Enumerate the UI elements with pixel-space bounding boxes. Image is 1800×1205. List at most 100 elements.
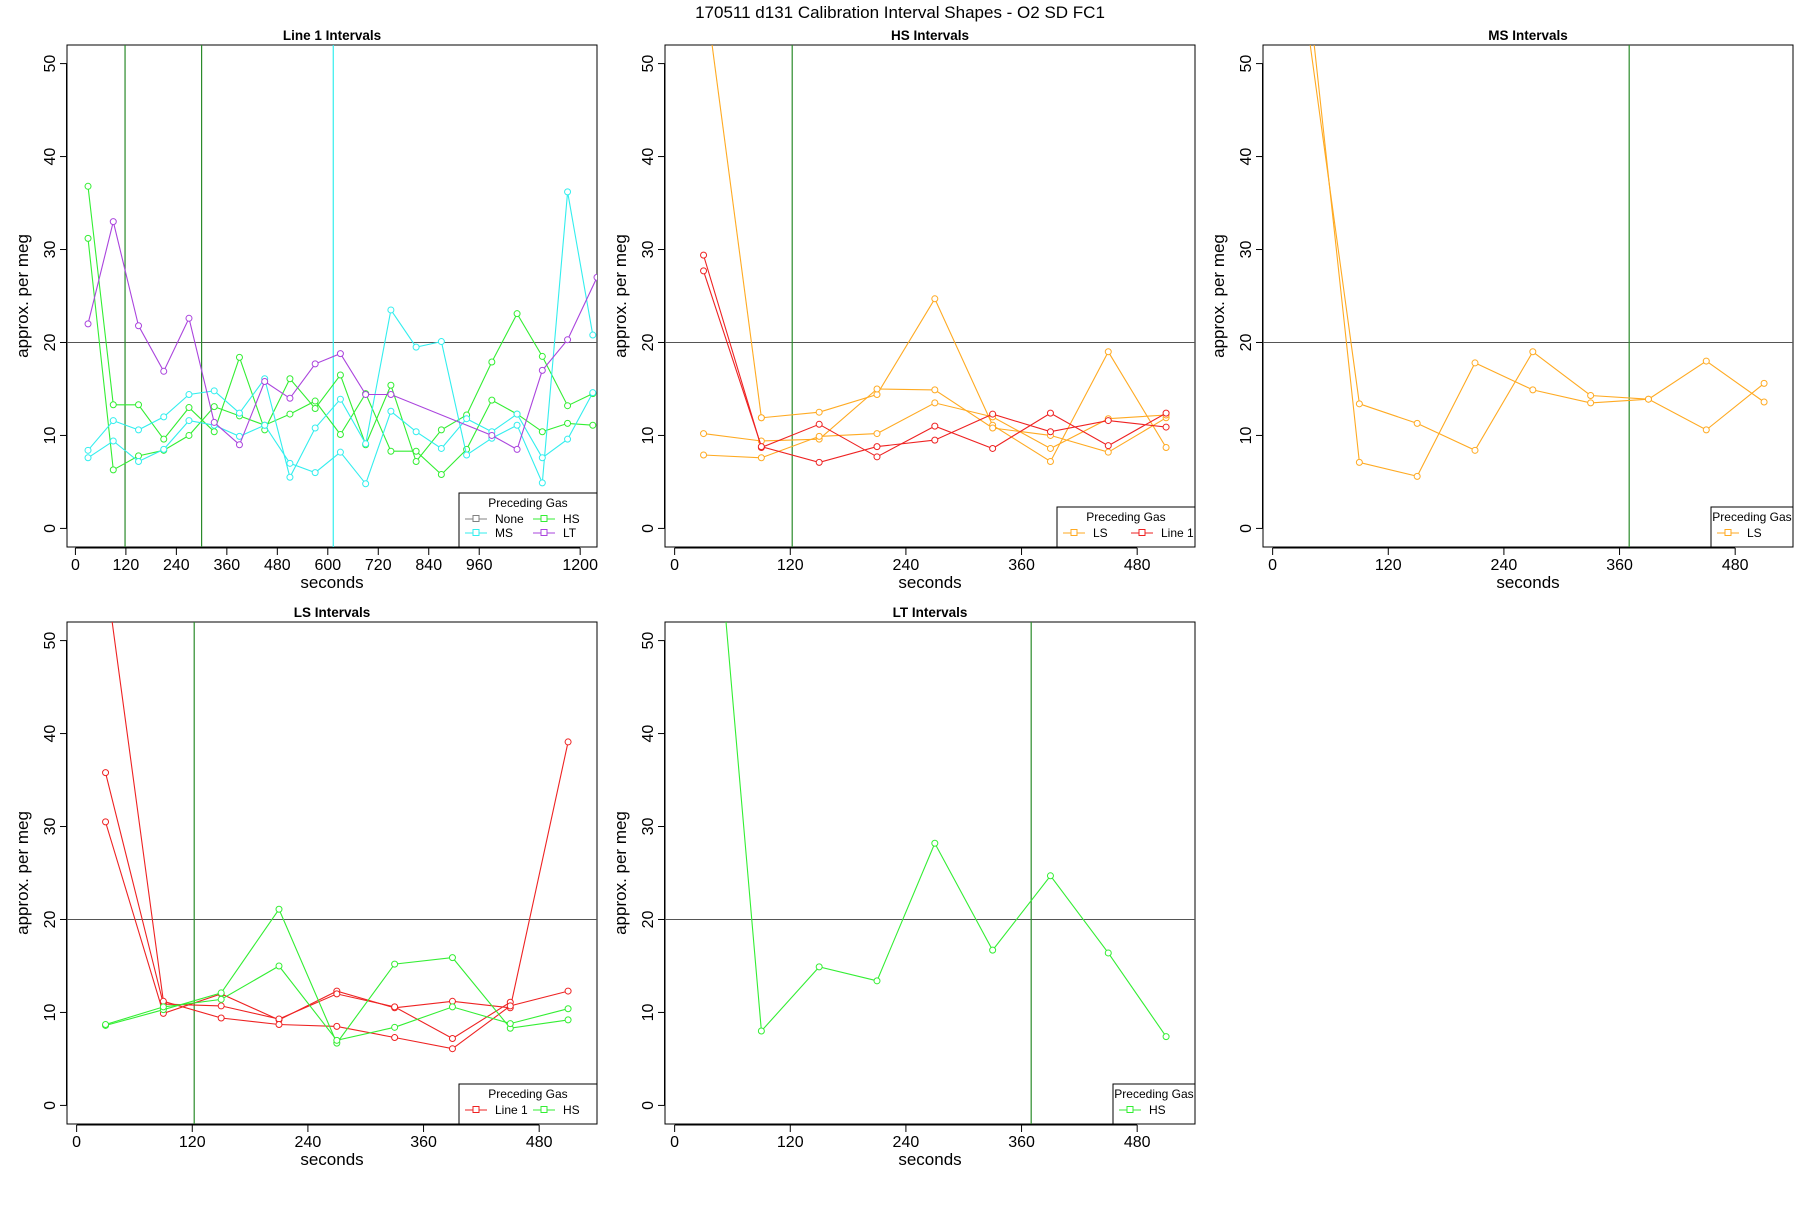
legend-marker	[1138, 529, 1146, 536]
plot-frame	[66, 44, 598, 548]
y-tick-label: 20	[1238, 333, 1255, 351]
panel-title: LS Intervals	[294, 605, 371, 620]
data-point	[1104, 442, 1112, 450]
data-point	[412, 457, 420, 465]
series-line-ls	[1309, 45, 1765, 452]
data-point	[217, 1014, 225, 1022]
legend-entry-label: None	[495, 512, 524, 526]
y-tick-label: 20	[42, 910, 59, 928]
data-point	[261, 421, 269, 429]
legend-marker	[540, 515, 548, 522]
data-point	[159, 1003, 167, 1011]
data-point	[701, 359, 707, 365]
panel-title: Line 1 Intervals	[283, 28, 381, 43]
x-tick-label: 960	[466, 557, 493, 574]
data-point	[437, 444, 445, 452]
x-tick-label: 0	[72, 1134, 81, 1151]
legend-marker	[540, 529, 548, 536]
y-tick-label: 0	[42, 1101, 59, 1110]
data-point	[217, 995, 225, 1003]
x-tick-label: 0	[670, 1134, 679, 1151]
y-tick-label: 10	[640, 1003, 657, 1021]
data-point	[1587, 391, 1595, 399]
data-point	[757, 454, 765, 462]
data-point	[1046, 457, 1054, 465]
x-tick-label: 600	[314, 557, 341, 574]
data-point	[448, 1034, 456, 1042]
data-point	[488, 396, 496, 404]
data-point	[1529, 348, 1537, 356]
legend-marker	[472, 529, 480, 536]
data-point	[873, 385, 881, 393]
legend-entry-label: HS	[563, 512, 580, 526]
data-point	[109, 437, 117, 445]
x-tick-label: 240	[1491, 557, 1518, 574]
data-point	[1355, 458, 1363, 466]
data-point	[160, 413, 168, 421]
data-point	[336, 431, 344, 439]
data-point	[102, 818, 110, 826]
data-point	[538, 454, 546, 462]
x-tick-label: 480	[1124, 1134, 1151, 1151]
y-tick-label: 30	[640, 818, 657, 836]
y-tick-label: 10	[1238, 426, 1255, 444]
series-line-lt	[87, 221, 597, 451]
y-tick-label: 20	[42, 333, 59, 351]
y-tick-label: 50	[1238, 55, 1255, 73]
data-point	[286, 375, 294, 383]
data-point	[463, 451, 471, 459]
y-tick-label: 10	[640, 426, 657, 444]
data-point	[84, 454, 92, 462]
data-point	[311, 404, 319, 412]
data-point	[286, 459, 294, 467]
data-point	[700, 251, 708, 259]
data-point	[1413, 472, 1421, 480]
data-point	[336, 350, 344, 358]
y-tick-label: 10	[42, 426, 59, 444]
data-point	[564, 419, 572, 427]
data-point	[275, 962, 283, 970]
x-tick-label: 360	[410, 1134, 437, 1151]
data-point	[387, 381, 395, 389]
data-point	[931, 386, 939, 394]
x-tick-label: 120	[777, 1134, 804, 1151]
data-point	[311, 397, 319, 405]
data-point	[185, 431, 193, 439]
y-axis-label: approx. per meg	[13, 234, 32, 358]
data-point	[109, 218, 117, 226]
data-point	[160, 445, 168, 453]
x-tick-label: 360	[1008, 1134, 1035, 1151]
data-point	[488, 431, 496, 439]
figure-title: 170511 d131 Calibration Interval Shapes …	[695, 3, 1105, 22]
legend-marker	[472, 1106, 480, 1113]
data-point	[1046, 409, 1054, 417]
data-point	[336, 448, 344, 456]
series-line-line-1	[111, 622, 569, 1050]
x-axis-label: seconds	[300, 573, 363, 592]
y-tick-label: 50	[640, 55, 657, 73]
data-point	[1471, 446, 1479, 454]
legend-entry-label: Line 1	[1161, 526, 1194, 540]
data-point	[235, 409, 243, 417]
panel-1: Line 1 Intervals 0 10 20 30 40 50 0 120 240 360 480…	[13, 28, 598, 592]
data-point	[564, 738, 572, 746]
x-tick-label: 480	[1722, 557, 1749, 574]
y-tick-label: 20	[640, 333, 657, 351]
data-point	[700, 430, 708, 438]
data-point	[757, 414, 765, 422]
legend-entry-label: HS	[1149, 1103, 1166, 1117]
data-point	[387, 447, 395, 455]
data-point	[1529, 386, 1537, 394]
data-point	[1162, 409, 1170, 417]
data-point	[210, 387, 218, 395]
y-tick-label: 0	[640, 524, 657, 533]
data-point	[538, 428, 546, 436]
plot-frame	[664, 621, 1196, 1125]
data-point	[84, 234, 92, 242]
data-point	[1104, 417, 1112, 425]
legend-entry-label: LT	[563, 526, 577, 540]
data-point	[102, 769, 110, 777]
data-point	[105, 591, 111, 597]
legend-title: Preceding Gas	[488, 1087, 567, 1101]
